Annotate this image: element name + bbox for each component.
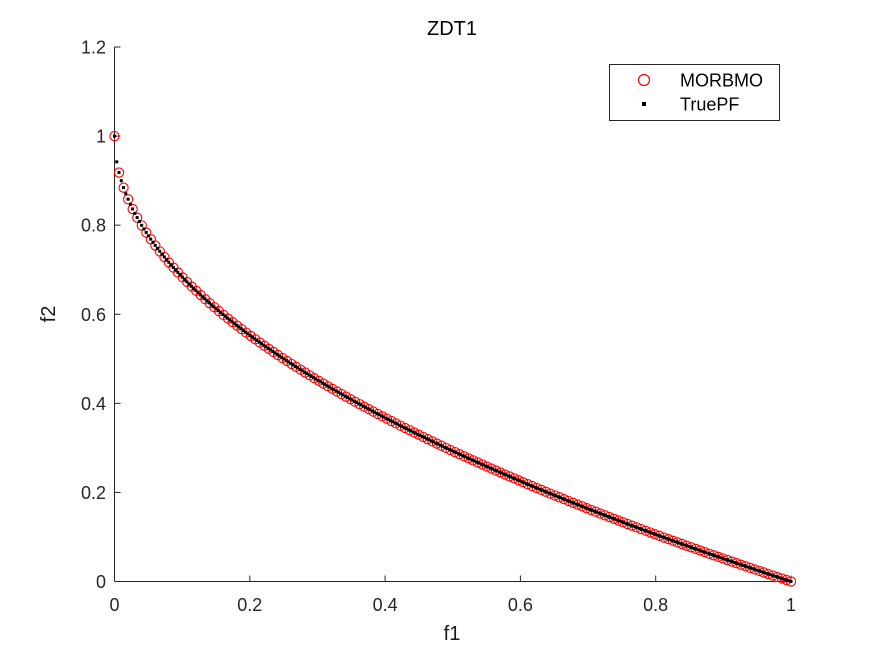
series-truepf — [113, 134, 793, 583]
x-axis-label: f1 — [444, 623, 461, 645]
plot-title: ZDT1 — [427, 18, 477, 40]
legend-label-truepf: TruePF — [680, 95, 739, 115]
legend-box — [609, 64, 780, 121]
svg-text:0: 0 — [109, 595, 119, 615]
svg-text:0.4: 0.4 — [81, 394, 106, 414]
legend-marker-morbmo-icon — [637, 73, 651, 87]
svg-text:1.2: 1.2 — [81, 38, 106, 58]
series-morbmo — [109, 130, 797, 587]
svg-text:0.8: 0.8 — [643, 595, 668, 615]
svg-text:0.6: 0.6 — [508, 595, 533, 615]
y-axis-label: f2 — [38, 306, 60, 323]
svg-text:0: 0 — [96, 572, 106, 592]
legend: MORBMO TruePF — [609, 64, 780, 121]
svg-text:0.2: 0.2 — [81, 483, 106, 503]
legend-label-morbmo: MORBMO — [680, 71, 763, 91]
svg-text:1: 1 — [96, 127, 106, 147]
svg-text:0.6: 0.6 — [81, 305, 106, 325]
svg-text:0.4: 0.4 — [373, 595, 398, 615]
axes: 0 0.2 0.4 0.6 0.8 1 0 0.2 0.4 0.6 0.8 1 1.2 — [81, 38, 796, 616]
svg-text:0.2: 0.2 — [237, 595, 262, 615]
svg-text:1: 1 — [786, 595, 796, 615]
tick-layer: 0 0.2 0.4 0.6 0.8 1 0 0.2 0.4 0.6 0.8 1 1.2 — [81, 38, 796, 616]
svg-text:0.8: 0.8 — [81, 216, 106, 236]
legend-marker-truepf-icon — [642, 102, 646, 106]
